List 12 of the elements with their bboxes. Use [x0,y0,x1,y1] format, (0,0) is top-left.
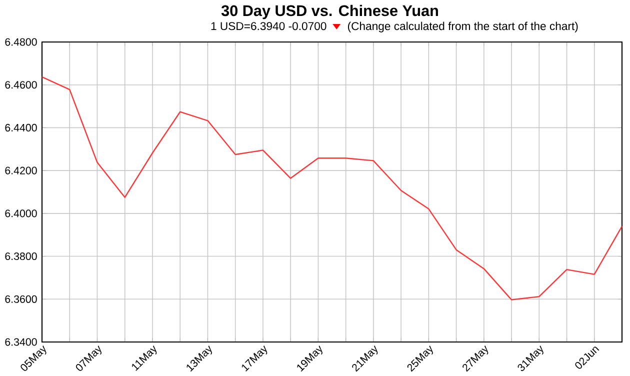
line-series [41,76,623,301]
chart-title: 30 Day USD vs. Chinese Yuan [221,5,438,20]
y-tick-label: 6.4400 [5,124,37,132]
y-tick-label: 6.3800 [5,252,37,260]
y-tick-label: 6.3600 [5,296,37,304]
chart-subtitle: 1 USD=6.3940 -0.0700 [211,22,326,30]
y-tick-label: 6.4200 [5,166,37,175]
y-tick-label: 6.4800 [5,38,37,46]
y-tick-label: 6.3400 [5,338,37,346]
y-tick-label: 6.4000 [5,210,37,218]
text: (Change calculated from the start of the chart) [348,22,578,33]
y-tick-label: 6.4600 [5,81,37,89]
